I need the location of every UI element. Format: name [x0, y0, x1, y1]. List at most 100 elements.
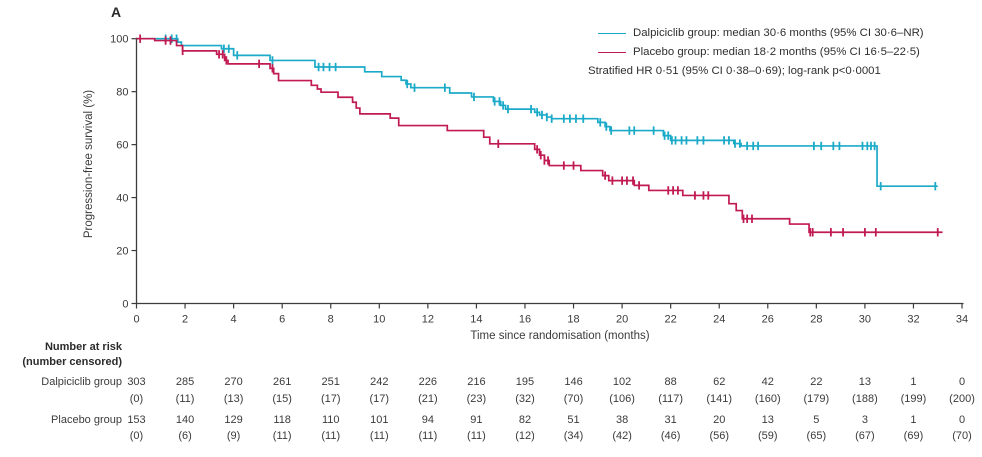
- y-tick-label: 60: [116, 140, 128, 152]
- censored-value: (65): [806, 430, 827, 442]
- at-risk-value: 1: [910, 414, 917, 426]
- censored-value: (9): [226, 430, 241, 442]
- at-risk-value: 5: [813, 414, 820, 426]
- legend-entry-dalpiciclib: Dalpiciclib group: median 30·6 months (9…: [598, 24, 924, 43]
- x-tick-label: 10: [373, 314, 385, 326]
- x-tick-label: 30: [859, 314, 871, 326]
- censored-value: (13): [223, 393, 244, 405]
- at-risk-value: 285: [175, 376, 195, 388]
- censored-value: (11): [321, 430, 341, 442]
- y-tick-label: 0: [122, 299, 128, 311]
- at-risk-value: 129: [224, 414, 243, 426]
- censored-value: (141): [706, 393, 733, 405]
- x-tick-label: 32: [907, 314, 919, 326]
- at-risk-value: 3: [861, 414, 868, 426]
- at-risk-value: 82: [518, 414, 532, 426]
- at-risk-value: 88: [664, 376, 677, 388]
- censored-value: (11): [175, 393, 195, 405]
- legend: Dalpiciclib group: median 30·6 months (9…: [588, 24, 924, 81]
- y-tick-label: 20: [116, 246, 128, 258]
- at-risk-value: 13: [761, 414, 774, 426]
- censored-value: (11): [418, 430, 438, 442]
- at-risk-value: 22: [810, 376, 823, 388]
- censored-value: (34): [563, 430, 584, 442]
- x-tick-label: 28: [810, 314, 822, 326]
- risk-table-header: Number at risk: [44, 341, 122, 353]
- y-tick-label: 100: [110, 34, 128, 46]
- x-tick-label: 0: [133, 314, 139, 326]
- x-tick-label: 22: [665, 314, 677, 326]
- censored-value: (160): [754, 393, 781, 405]
- legend-label-placebo: Placebo group: median 18·2 months (95% C…: [633, 46, 920, 58]
- x-tick-label: 26: [762, 314, 774, 326]
- censored-value: (6): [178, 430, 192, 442]
- at-risk-value: 216: [467, 376, 486, 388]
- x-tick-label: 16: [519, 314, 531, 326]
- at-risk-value: 1: [910, 376, 917, 388]
- censored-value: (11): [369, 430, 389, 442]
- censored-value: (70): [563, 393, 584, 405]
- censored-value: (188): [852, 393, 878, 405]
- x-tick-label: 14: [470, 314, 482, 326]
- censored-value: (17): [320, 393, 341, 405]
- at-risk-value: 118: [273, 414, 291, 426]
- censored-value: (0): [129, 393, 144, 405]
- x-tick-label: 6: [279, 314, 285, 326]
- legend-entry-placebo: Placebo group: median 18·2 months (95% C…: [598, 43, 924, 62]
- at-risk-value: 242: [370, 376, 389, 388]
- censored-value: (11): [272, 430, 292, 442]
- x-tick-label: 34: [956, 314, 968, 326]
- x-axis-label: Time since randomisation (months): [470, 330, 650, 342]
- y-tick-label: 40: [116, 193, 128, 205]
- at-risk-value: 0: [958, 376, 966, 388]
- censored-value: (56): [709, 430, 729, 442]
- at-risk-value: 251: [321, 376, 340, 388]
- at-risk-value: 20: [713, 414, 726, 426]
- censored-value: (106): [609, 393, 635, 405]
- at-risk-value: 146: [564, 376, 583, 388]
- x-tick-label: 24: [713, 314, 725, 326]
- at-risk-value: 38: [615, 414, 629, 426]
- censored-value: (15): [272, 393, 292, 405]
- legend-label-dalpiciclib: Dalpiciclib group: median 30·6 months (9…: [633, 27, 924, 39]
- at-risk-value: 102: [612, 376, 632, 388]
- at-risk-value: 62: [713, 376, 726, 388]
- at-risk-value: 13: [858, 376, 872, 388]
- at-risk-value: 31: [664, 414, 677, 426]
- at-risk-value: 195: [515, 376, 535, 388]
- censored-value: (200): [949, 393, 975, 405]
- km-curve-dalpiciclib: [136, 37, 938, 188]
- at-risk-value: 0: [958, 414, 966, 426]
- placebo-line-icon: [598, 52, 626, 53]
- at-risk-value: 91: [470, 414, 483, 426]
- censored-value: (12): [515, 430, 535, 442]
- censored-value: (0): [129, 430, 144, 442]
- at-risk-value: 42: [761, 376, 774, 388]
- censored-value: (59): [757, 430, 778, 442]
- censored-value: (70): [952, 430, 972, 442]
- at-risk-value: 101: [370, 414, 389, 426]
- censored-value: (179): [803, 393, 830, 405]
- censored-value: (199): [900, 393, 927, 405]
- x-tick-label: 2: [182, 314, 188, 326]
- at-risk-value: 303: [127, 376, 146, 388]
- censored-value: (21): [418, 393, 438, 405]
- at-risk-value: 153: [127, 414, 146, 426]
- censored-value: (69): [903, 430, 924, 442]
- at-risk-value: 140: [175, 414, 195, 426]
- at-risk-value: 270: [224, 376, 243, 388]
- censored-value: (11): [467, 430, 486, 442]
- censored-value: (67): [855, 430, 875, 442]
- x-tick-label: 8: [328, 314, 334, 326]
- censored-value: (42): [612, 430, 632, 442]
- at-risk-value: 110: [321, 414, 340, 426]
- censored-value: (117): [658, 393, 684, 405]
- at-risk-value: 94: [421, 414, 434, 426]
- censored-value: (46): [660, 430, 681, 442]
- dalpiciclib-line-icon: [598, 33, 626, 34]
- at-risk-value: 261: [272, 376, 292, 388]
- risk-table-subheader: (number censored): [22, 356, 122, 368]
- x-tick-label: 12: [422, 314, 434, 326]
